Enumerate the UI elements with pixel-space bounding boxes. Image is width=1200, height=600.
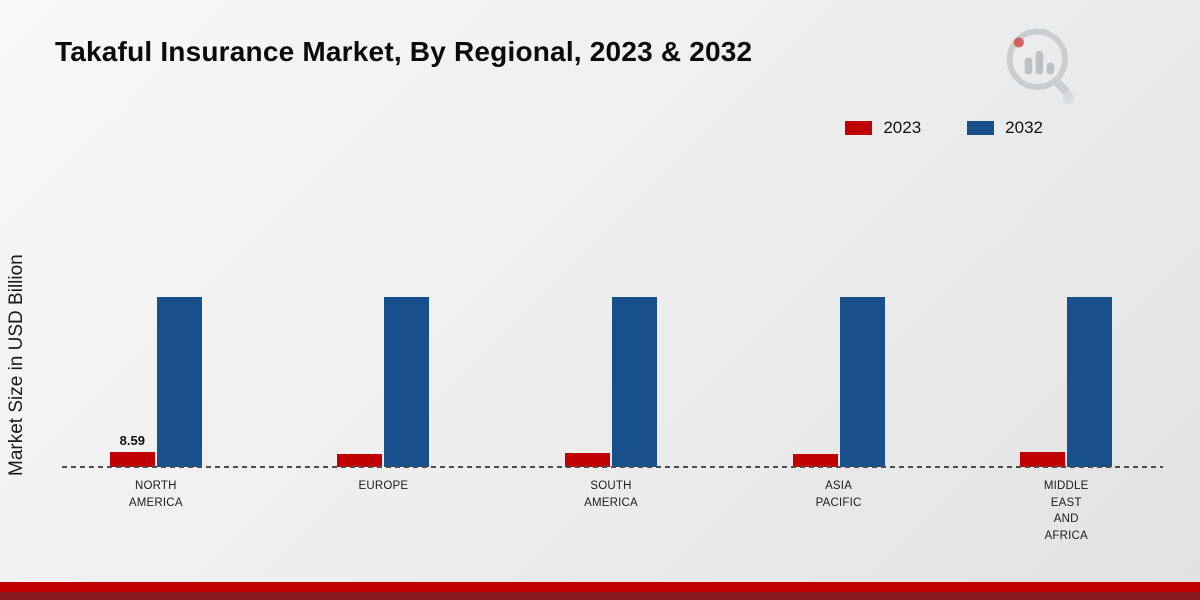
category-label-3: SOUTH AMERICA: [584, 480, 638, 509]
bar-2023-3: [564, 453, 610, 467]
category-label-2: EUROPE: [358, 480, 409, 492]
bar-group-5: [1006, 297, 1126, 467]
bar-group-4: [779, 297, 899, 467]
chart-title: Takaful Insurance Market, By Regional, 2…: [55, 36, 753, 67]
x-axis-baseline: [62, 466, 1163, 468]
legend-swatch-2023: [845, 121, 873, 135]
bar-group-3: [551, 297, 671, 467]
legend-label-2023: 2023: [883, 118, 922, 137]
bar-2032-2: [384, 297, 430, 467]
y-axis-label: Market Size in USD Billion: [6, 254, 27, 476]
legend-item-2023: 2023: [845, 118, 921, 138]
bar-group-2: [323, 297, 443, 467]
market-research-logo-icon: [1006, 28, 1075, 104]
category-label-5: MIDDLE EAST AND AFRICA: [1043, 480, 1089, 543]
chart-plot: 8.59: [42, 117, 1180, 467]
bar-value-label: 8.59: [119, 433, 145, 448]
bar-2032-5: [1067, 297, 1113, 467]
chart-categories: NORTH AMERICA EUROPE SOUTH AMERICA ASIA PACIFI…: [42, 478, 1180, 545]
legend: 2023 2032: [845, 118, 1043, 138]
legend-label-2032: 2032: [1005, 118, 1043, 137]
category-label-1: NORTH AMERICA: [128, 480, 183, 509]
footer-maroon-band: [0, 592, 1200, 600]
bar-2032-3: [611, 297, 657, 467]
bar-2032-1: [156, 297, 202, 467]
category-label-4: ASIA PACIFIC: [815, 480, 862, 509]
legend-item-2032: 2032: [967, 118, 1043, 138]
bar-group-1: 8.59: [96, 297, 216, 467]
footer-red-band: [0, 582, 1200, 592]
legend-swatch-2032: [967, 121, 995, 135]
bar-2032-4: [839, 297, 885, 467]
bar-2023-2: [337, 454, 383, 467]
bar-2023-1: 8.59: [109, 433, 155, 467]
bar-2023-5: [1020, 452, 1066, 467]
bar-2023-4: [792, 454, 838, 467]
